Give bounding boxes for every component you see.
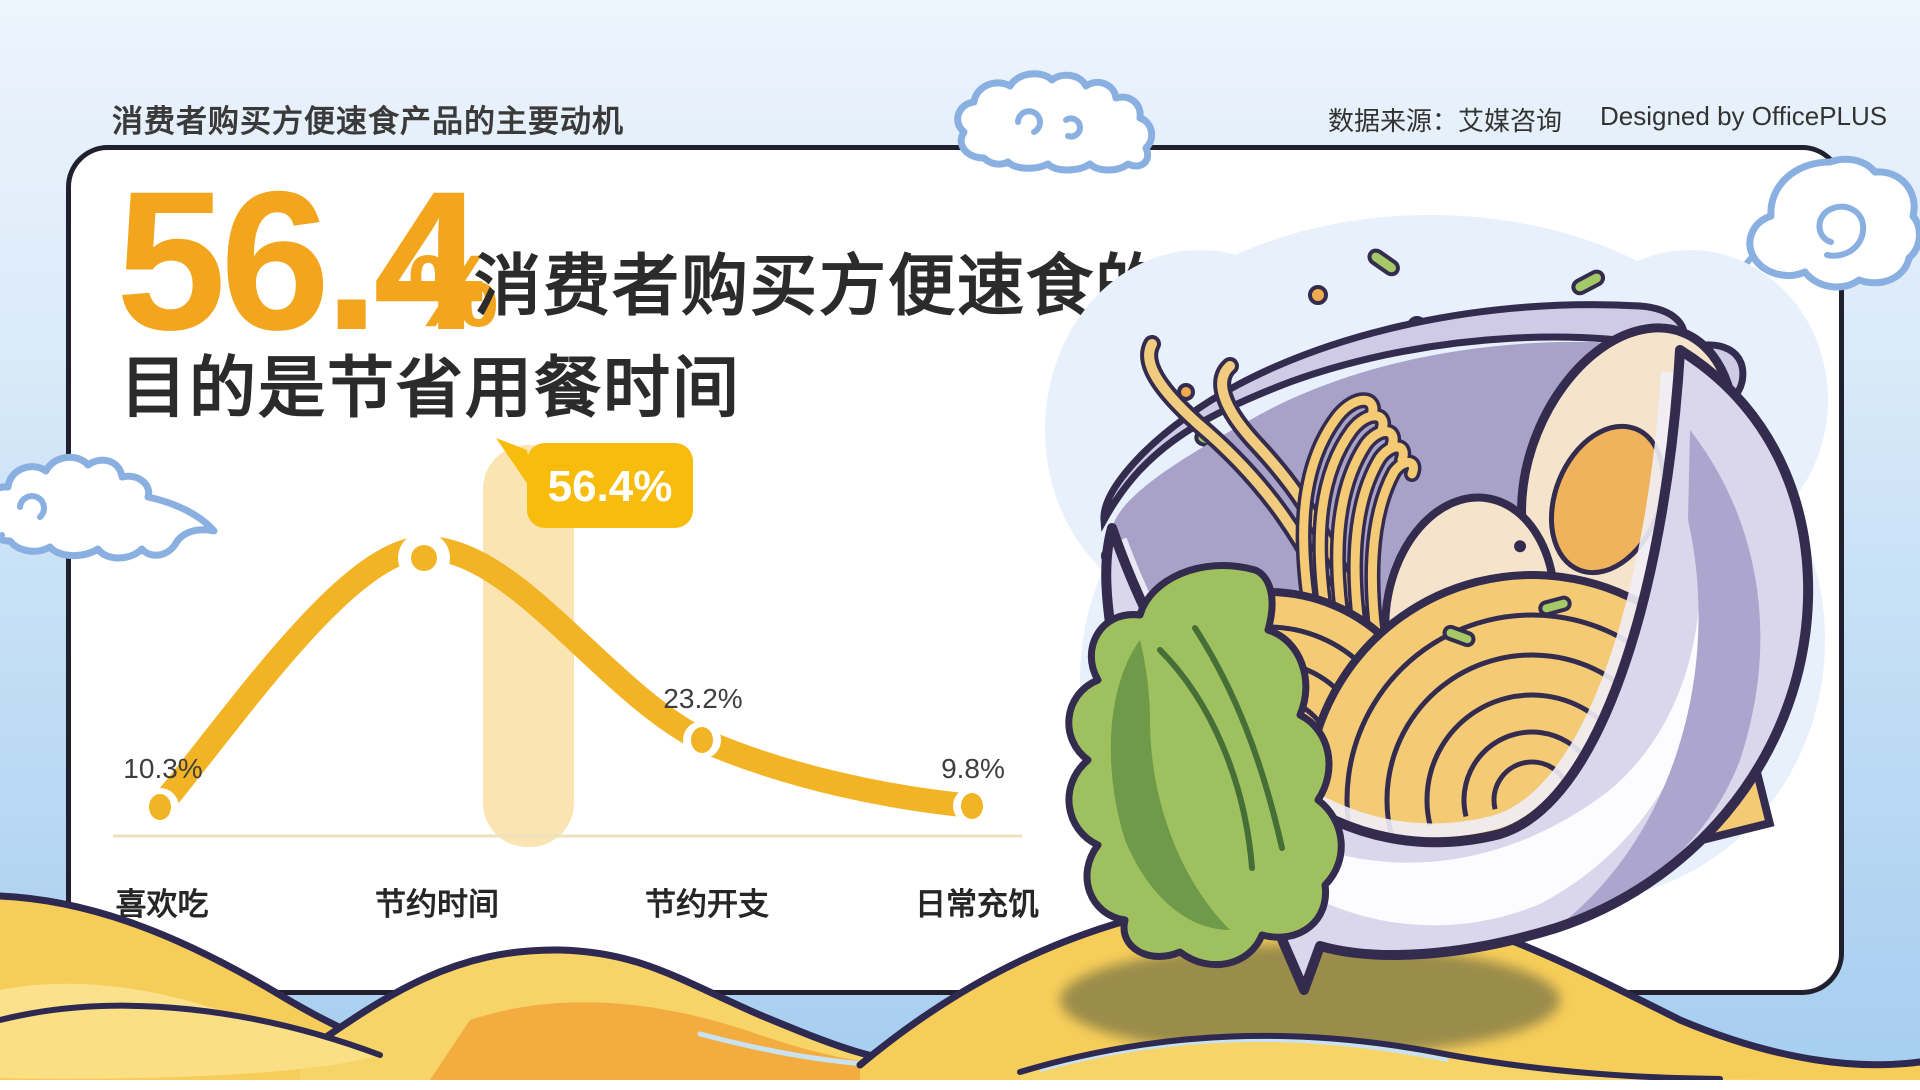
chart-line xyxy=(148,535,984,819)
category-label: 日常充饥 xyxy=(915,887,1039,922)
bowl-shadow xyxy=(1060,944,1560,1056)
data-point xyxy=(149,794,171,820)
cloud-left xyxy=(0,453,218,562)
data-point xyxy=(961,793,983,819)
motivation-line-chart: 56.4% 10.3% 23.2% 9.8% 喜欢吃 节约时间 节约开支 日常充… xyxy=(113,438,1039,922)
dune-front-right xyxy=(1020,1035,1800,1080)
headline-line1: 消费者购买方便速食的 xyxy=(474,249,1164,324)
category-label: 节约时间 xyxy=(375,887,499,922)
scallion-bits-on-noodles xyxy=(1442,595,1572,648)
data-point xyxy=(691,727,713,753)
page-title: 消费者购买方便速食产品的主要动机 xyxy=(112,104,624,139)
data-source-label: 数据来源：艾媒咨询 xyxy=(1328,106,1563,136)
peak-data-point xyxy=(411,545,437,571)
cloud-top-center xyxy=(954,70,1156,174)
category-label: 喜欢吃 xyxy=(116,887,209,922)
dune-front-left xyxy=(0,1005,380,1079)
point-label: 9.8% xyxy=(941,753,1005,784)
category-label: 节约开支 xyxy=(645,887,769,922)
noodle-wing xyxy=(1295,392,1422,678)
lettuce-leaf xyxy=(1065,562,1345,969)
headline-percent-sign: % xyxy=(408,234,499,348)
bowl-white-band xyxy=(1160,540,1709,926)
bowl-shade xyxy=(1560,430,1761,925)
headline-line2: 目的是节省用餐时间 xyxy=(120,351,741,426)
point-label: 10.3% xyxy=(123,753,202,784)
highlight-bar xyxy=(483,445,574,847)
noodle-bowl-illustration xyxy=(1045,215,1828,995)
callout-bubble: 56.4% xyxy=(496,438,693,528)
callout-value: 56.4% xyxy=(548,462,673,511)
design-credit-label: Designed by OfficePLUS xyxy=(1600,101,1888,131)
point-label: 23.2% xyxy=(663,683,742,714)
sand-dunes xyxy=(0,890,1920,1080)
headline-stat-value: 56.4 xyxy=(116,150,483,371)
